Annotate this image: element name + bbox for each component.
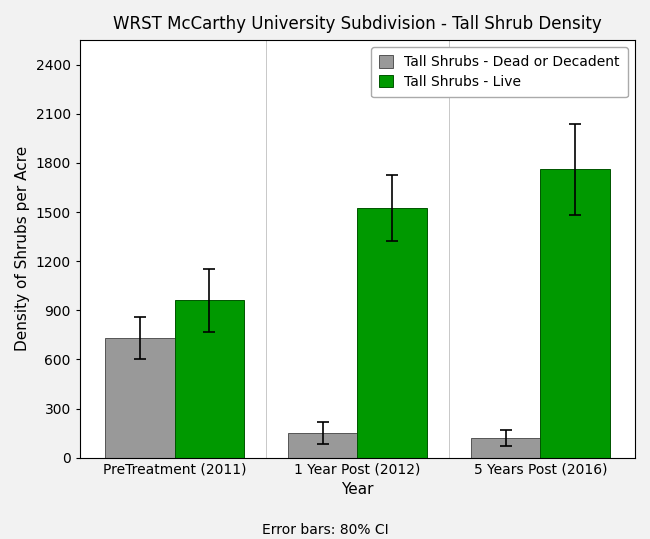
Bar xyxy=(471,438,540,458)
X-axis label: Year: Year xyxy=(341,482,374,497)
Bar xyxy=(175,300,244,458)
Bar xyxy=(540,169,610,458)
Text: Error bars: 80% CI: Error bars: 80% CI xyxy=(262,523,388,537)
Y-axis label: Density of Shrubs per Acre: Density of Shrubs per Acre xyxy=(15,146,30,351)
Bar xyxy=(358,208,427,458)
Title: WRST McCarthy University Subdivision - Tall Shrub Density: WRST McCarthy University Subdivision - T… xyxy=(113,15,602,33)
Bar xyxy=(288,433,358,458)
Legend: Tall Shrubs - Dead or Decadent, Tall Shrubs - Live: Tall Shrubs - Dead or Decadent, Tall Shr… xyxy=(371,47,628,97)
Bar xyxy=(105,338,175,458)
